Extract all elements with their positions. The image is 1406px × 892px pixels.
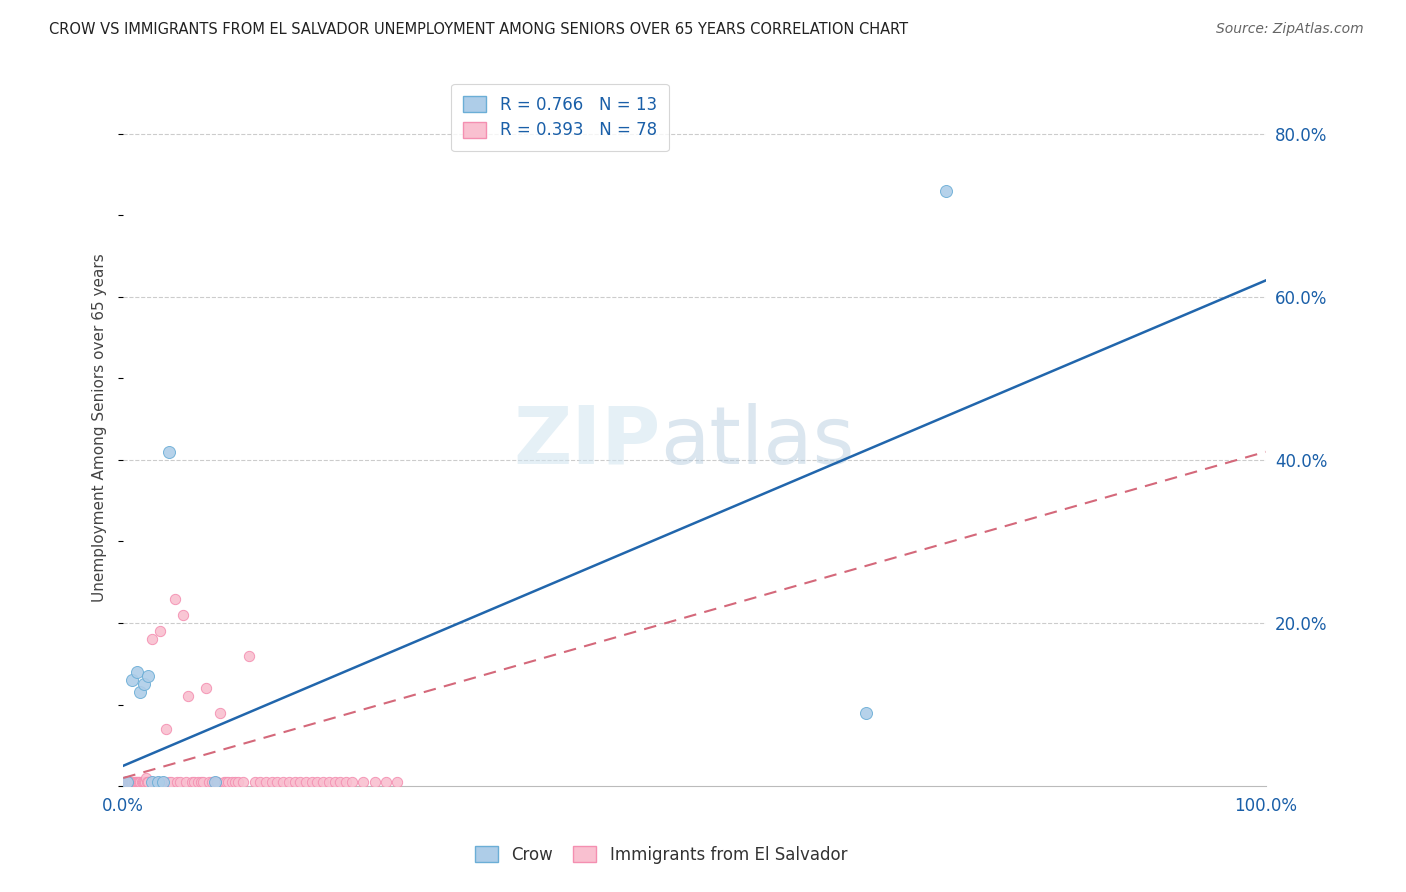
Y-axis label: Unemployment Among Seniors over 65 years: Unemployment Among Seniors over 65 years — [93, 253, 107, 602]
Point — [157, 775, 180, 789]
Point — [855, 706, 877, 720]
Point — [375, 775, 398, 789]
Point — [201, 775, 224, 789]
Point — [301, 775, 323, 789]
Point — [180, 775, 202, 789]
Point — [135, 771, 157, 785]
Point — [141, 775, 163, 789]
Point — [132, 775, 155, 789]
Point — [335, 775, 357, 789]
Point — [132, 775, 155, 789]
Point — [121, 775, 143, 789]
Text: CROW VS IMMIGRANTS FROM EL SALVADOR UNEMPLOYMENT AMONG SENIORS OVER 65 YEARS COR: CROW VS IMMIGRANTS FROM EL SALVADOR UNEM… — [49, 22, 908, 37]
Point — [177, 690, 200, 704]
Point — [174, 775, 197, 789]
Point — [114, 775, 136, 789]
Point — [146, 775, 169, 789]
Legend: Crow, Immigrants from El Salvador: Crow, Immigrants from El Salvador — [468, 839, 853, 871]
Point — [243, 775, 266, 789]
Point — [152, 775, 174, 789]
Point — [217, 775, 239, 789]
Point — [143, 775, 166, 789]
Point — [125, 775, 148, 789]
Point — [129, 685, 152, 699]
Point — [115, 775, 138, 789]
Point — [114, 775, 136, 789]
Point — [138, 669, 160, 683]
Point — [138, 775, 160, 789]
Point — [271, 775, 294, 789]
Point — [128, 775, 150, 789]
Point — [224, 775, 246, 789]
Point — [204, 775, 226, 789]
Point — [152, 775, 174, 789]
Point — [169, 775, 191, 789]
Point — [117, 775, 139, 789]
Point — [226, 775, 249, 789]
Point — [232, 775, 254, 789]
Point — [190, 775, 212, 789]
Point — [129, 775, 152, 789]
Point — [124, 775, 146, 789]
Point — [318, 775, 340, 789]
Point — [122, 775, 145, 789]
Legend: R = 0.766   N = 13, R = 0.393   N = 78: R = 0.766 N = 13, R = 0.393 N = 78 — [451, 84, 669, 151]
Text: atlas: atlas — [661, 402, 855, 481]
Point — [136, 775, 159, 789]
Point — [363, 775, 385, 789]
Point — [149, 624, 172, 639]
Point — [209, 706, 232, 720]
Point — [120, 775, 142, 789]
Point — [141, 632, 163, 647]
Point — [146, 775, 169, 789]
Point — [221, 775, 243, 789]
Point — [183, 775, 205, 789]
Point — [387, 775, 409, 789]
Point — [212, 775, 235, 789]
Point — [120, 775, 142, 789]
Point — [205, 775, 228, 789]
Point — [193, 775, 215, 789]
Point — [249, 775, 271, 789]
Point — [329, 775, 352, 789]
Point — [307, 775, 329, 789]
Text: ZIP: ZIP — [513, 402, 661, 481]
Point — [134, 775, 156, 789]
Point — [160, 775, 183, 789]
Point — [172, 607, 194, 622]
Point — [166, 775, 188, 789]
Text: Source: ZipAtlas.com: Source: ZipAtlas.com — [1216, 22, 1364, 37]
Point — [260, 775, 283, 789]
Point — [187, 775, 209, 789]
Point — [163, 591, 186, 606]
Point — [352, 775, 374, 789]
Point — [194, 681, 217, 696]
Point — [132, 677, 155, 691]
Point — [284, 775, 307, 789]
Point — [115, 775, 138, 789]
Point — [935, 184, 957, 198]
Point — [118, 775, 141, 789]
Point — [125, 775, 148, 789]
Point — [295, 775, 318, 789]
Point — [238, 648, 260, 663]
Point — [323, 775, 346, 789]
Point — [204, 775, 226, 789]
Point — [131, 775, 153, 789]
Point — [121, 673, 143, 687]
Point — [127, 775, 149, 789]
Point — [312, 775, 335, 789]
Point — [340, 775, 363, 789]
Point — [157, 444, 180, 458]
Point — [125, 665, 148, 679]
Point — [112, 775, 135, 789]
Point — [215, 775, 238, 789]
Point — [155, 722, 177, 736]
Point — [254, 775, 277, 789]
Point — [266, 775, 288, 789]
Point — [198, 775, 221, 789]
Point — [290, 775, 312, 789]
Point — [277, 775, 299, 789]
